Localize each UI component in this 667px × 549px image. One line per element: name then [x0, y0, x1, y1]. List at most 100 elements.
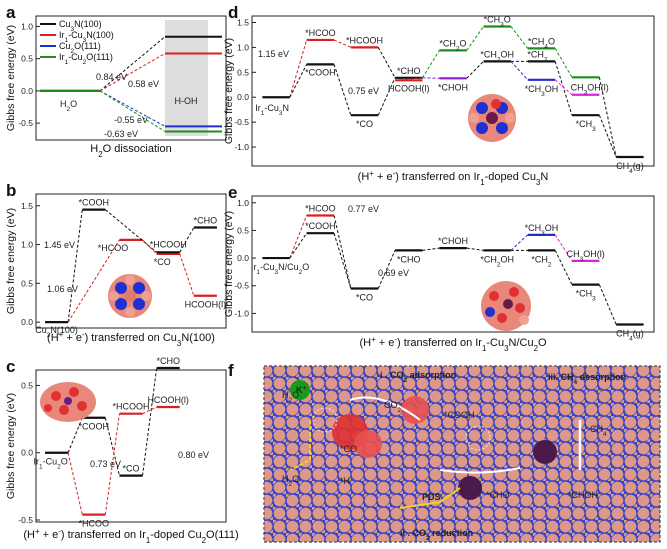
- legend-label: Cu2O(111): [59, 41, 101, 55]
- y-tick-label: 1.0: [237, 198, 249, 208]
- pathway-connector: [289, 232, 308, 259]
- state-label: *HCOOH: [346, 35, 383, 45]
- pathway-connector: [395, 77, 423, 81]
- state-label: Ir1-Cu3N/Cu2O: [251, 262, 309, 276]
- f-label: *H: [340, 476, 350, 486]
- f-label: iii. CH4 desorption: [548, 372, 626, 386]
- state-label: *HCOO: [305, 203, 336, 213]
- pathway-connector: [289, 215, 308, 259]
- pathway-connector: [554, 48, 573, 78]
- pathway-connector: [333, 233, 352, 289]
- y-tick-label: -1.0: [234, 142, 249, 152]
- state-label: *CHOH: [438, 82, 468, 92]
- f-label: H2O: [282, 390, 299, 404]
- state-label: *CH2O: [439, 38, 466, 52]
- y-tick-label: 1.5: [21, 201, 33, 211]
- pathway-connector: [377, 47, 396, 79]
- state-label: *HCOOH: [112, 402, 149, 412]
- pathway-connector: [67, 417, 83, 453]
- state-label: CH3OH(l): [567, 249, 605, 263]
- f-label: K+: [296, 385, 307, 396]
- y-tick-label: 0.5: [21, 380, 33, 390]
- energy-annotation: 0.73 eV: [90, 459, 121, 469]
- f-potassium-ion: [290, 380, 310, 400]
- y-tick-label: 1.0: [21, 21, 33, 31]
- state-label: *HCOO: [79, 519, 110, 529]
- panel-c-xlabel: (H+ + e-) transferred on Ir1-doped Cu2O(…: [23, 527, 238, 545]
- energy-annotation: 1.15 eV: [258, 49, 289, 59]
- y-tick-label: -0.5: [18, 118, 33, 128]
- state-label: Ir1-Cu3N: [255, 103, 289, 117]
- state-label: *HCOO: [98, 243, 129, 253]
- state-label: CH4(g): [616, 161, 644, 175]
- dissociation-connector: [99, 53, 166, 92]
- state-label: HCOOH(l): [147, 395, 189, 405]
- y-tick-label: 0.5: [21, 278, 33, 288]
- pathway-connector: [179, 253, 195, 296]
- panel-letter-e: e: [228, 183, 237, 202]
- state-label: CH3OH(l): [571, 83, 609, 97]
- pathway-connector: [333, 39, 352, 48]
- f-hbond-path: [289, 420, 311, 471]
- f-pds-path: [399, 487, 461, 509]
- y-tick-label: 1.0: [237, 42, 249, 52]
- f-arrow-2: [439, 467, 521, 474]
- pathway-connector: [289, 64, 308, 98]
- panel-d-ylabel: Gibbs free energy (eV): [223, 38, 235, 144]
- f-label: i . CO2 adsorption: [380, 370, 456, 384]
- energy-annotation-cu3n: 0.84 eV: [96, 72, 127, 82]
- panel-a-ylabel: Gibbs free energy (eV): [5, 25, 17, 131]
- pathway-connector: [422, 247, 440, 251]
- state-label: *CH2OH: [480, 49, 514, 63]
- state-label: *CH3: [576, 119, 597, 133]
- state-label: *CHO: [194, 215, 218, 225]
- state-label: *CO: [154, 257, 171, 267]
- legend-label: Cu3N(100): [59, 19, 102, 33]
- pathway-connector: [554, 61, 573, 116]
- state-label: *CHO: [397, 254, 421, 264]
- f-dashed-circle-2: [465, 425, 491, 451]
- state-label: Cu3N(100): [35, 325, 78, 339]
- state-label: *CO: [356, 119, 373, 129]
- f-iridium-atom-2: [533, 440, 557, 464]
- state-label: *CH2: [531, 254, 552, 268]
- pathway-connector: [554, 234, 573, 262]
- energy-annotation: 1.45 eV: [44, 240, 75, 250]
- pathway-connector: [377, 77, 396, 116]
- panel-a-hoh-shade: [165, 20, 208, 136]
- pathway-connector: [510, 26, 529, 49]
- panel-a-xlabel: H2O dissociation: [90, 143, 171, 159]
- pathway-connector: [554, 250, 573, 285]
- state-label: *COOH: [305, 67, 336, 77]
- f-oxygen-cluster-3: [401, 396, 429, 424]
- dissociation-connector: [99, 90, 166, 132]
- y-tick-label: 0.0: [21, 317, 33, 327]
- pathway-connector: [377, 250, 396, 289]
- energy-annotation: 1.06 eV: [47, 284, 78, 294]
- panel-letter-d: d: [228, 3, 238, 22]
- panel-letter-a: a: [6, 3, 16, 22]
- pathway-connector: [510, 234, 529, 251]
- f-label: CH4: [590, 424, 607, 438]
- pathway-connector: [142, 406, 157, 415]
- f-oxygen-cluster-2: [354, 430, 382, 458]
- legend-label: Ir1-Cu2O(111): [59, 52, 113, 66]
- pathway-connector: [67, 452, 83, 515]
- state-label: *CH3OH: [525, 223, 559, 237]
- panel-c-cluster-image: [40, 382, 96, 422]
- pathway-connector: [598, 77, 617, 158]
- y-tick-label: 0.0: [21, 448, 33, 458]
- state-label: *COOH: [79, 198, 110, 208]
- pathway-connector: [422, 50, 440, 79]
- pathway-connector: [67, 209, 83, 323]
- energy-annotation-ir-cu2o: -0.63 eV: [104, 129, 138, 139]
- panel-b-frame: [35, 193, 227, 329]
- dissociation-connector: [99, 36, 166, 92]
- panel-letter-c: c: [6, 357, 15, 376]
- state-label: *CH2: [527, 49, 548, 63]
- state-label: *CH3OH: [525, 84, 559, 98]
- y-tick-label: 0.5: [21, 54, 33, 64]
- state-label: *CH4O: [528, 36, 555, 50]
- pathway-connector: [554, 79, 573, 96]
